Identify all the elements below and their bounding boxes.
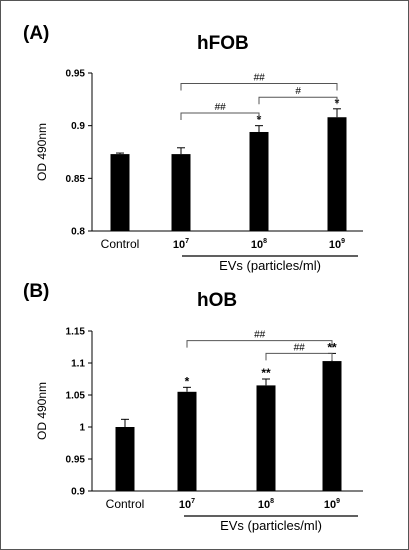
category-base: 10 xyxy=(324,499,336,511)
comparison-bracket xyxy=(186,340,333,348)
category-base: 10 xyxy=(251,239,263,251)
chart-title: hFOB xyxy=(197,33,249,54)
comparison-bracket xyxy=(265,352,333,361)
category-label: 108 xyxy=(251,238,267,251)
y-tick-label: 0.95 xyxy=(66,455,86,466)
category-exponent: 9 xyxy=(336,498,340,505)
comparison-label: ## xyxy=(254,330,266,341)
y-tick-label: 0.9 xyxy=(71,121,85,132)
bar xyxy=(322,361,342,491)
bar xyxy=(115,427,135,491)
significance-star: * xyxy=(185,374,190,388)
category-label: 107 xyxy=(173,238,189,251)
comparison-label: # xyxy=(295,86,301,97)
category-exponent: 8 xyxy=(270,498,274,505)
y-axis-label: OD 490nm xyxy=(35,382,49,440)
y-tick-label: 1.1 xyxy=(71,359,85,370)
category-label: Control xyxy=(101,237,140,251)
category-label: 108 xyxy=(258,498,274,511)
y-tick-label: 1.15 xyxy=(66,327,86,338)
significance-star: ** xyxy=(261,366,271,380)
chart-title: hOB xyxy=(197,290,237,311)
y-tick-label: 0.95 xyxy=(66,69,86,80)
y-tick-label: 0.8 xyxy=(71,227,85,238)
bar xyxy=(177,391,197,491)
comparison-bracket xyxy=(180,83,338,91)
category-base: 10 xyxy=(329,239,341,251)
y-tick-label: 1.05 xyxy=(66,391,86,402)
category-label: 109 xyxy=(329,238,345,251)
category-exponent: 7 xyxy=(191,498,195,505)
comparison-bracket xyxy=(258,96,338,105)
bar xyxy=(249,131,269,231)
category-exponent: 9 xyxy=(341,238,345,245)
category-label: 107 xyxy=(179,498,195,511)
category-base: 10 xyxy=(173,239,185,251)
panel-label: (B) xyxy=(23,281,49,302)
panel-label: (A) xyxy=(23,23,49,44)
category-label: Control xyxy=(106,497,145,511)
category-exponent: 8 xyxy=(263,238,267,245)
comparison-bracket xyxy=(180,112,260,121)
y-tick-label: 0.9 xyxy=(71,487,85,498)
bar xyxy=(256,385,276,491)
y-axis-label: OD 490nm xyxy=(35,123,49,181)
bar xyxy=(171,154,191,231)
category-exponent: 7 xyxy=(185,238,189,245)
group-label: EVs (particles/ml) xyxy=(219,258,321,273)
group-label: EVs (particles/ml) xyxy=(220,518,322,533)
y-tick-label: 0.85 xyxy=(66,174,86,185)
comparison-label: ## xyxy=(253,73,265,84)
category-label: 109 xyxy=(324,498,340,511)
comparison-label: ## xyxy=(293,342,305,353)
bar xyxy=(327,117,347,231)
category-base: 10 xyxy=(258,499,270,511)
y-tick-label: 1 xyxy=(79,423,85,434)
comparison-label: ## xyxy=(214,102,226,113)
bar xyxy=(110,154,130,231)
category-base: 10 xyxy=(179,499,191,511)
